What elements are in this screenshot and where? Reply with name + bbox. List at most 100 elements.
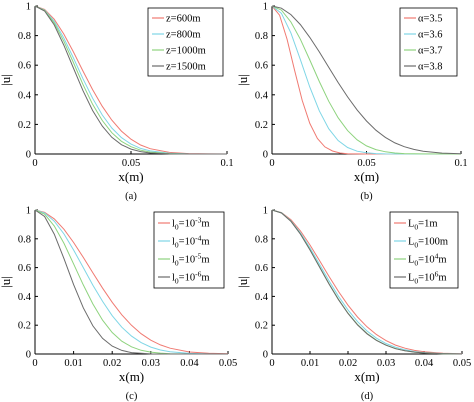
y-tick-label: 0 xyxy=(263,350,268,361)
y-tick-label: 1 xyxy=(26,206,31,217)
legend-label-part: l xyxy=(172,237,175,248)
y-tick-label: 0.2 xyxy=(255,120,268,131)
legend-label-part: -5 xyxy=(195,252,201,261)
panel-label: (b) xyxy=(360,191,373,202)
legend-label: l0=10-4m xyxy=(172,234,210,250)
legend-label: z=800m xyxy=(166,30,201,41)
y-tick-label: 0.2 xyxy=(18,120,31,131)
legend-label-part: -3 xyxy=(195,216,201,225)
legend-label-part: -4 xyxy=(195,234,201,243)
legend-box xyxy=(399,7,458,77)
y-axis-label: |u| xyxy=(0,74,13,86)
legend-label: l0=10-5m xyxy=(172,252,210,268)
legend-label-part: m xyxy=(201,237,209,248)
legend-label-part: l xyxy=(172,219,175,230)
legend-label-part: 0 xyxy=(414,241,418,250)
x-tick-label: 0.05 xyxy=(122,158,140,169)
legend-label-part: =1m xyxy=(418,219,437,230)
legend-label-part: L xyxy=(408,237,414,248)
x-tick-label: 0.05 xyxy=(219,358,237,369)
legend-label: L0=104m xyxy=(408,252,447,268)
series-line-1 xyxy=(34,5,228,155)
legend-box xyxy=(389,211,459,289)
y-tick-label: 0.6 xyxy=(18,263,31,274)
panel-label: (a) xyxy=(125,191,137,202)
series-line-4 xyxy=(271,209,463,355)
series-line-4 xyxy=(34,209,228,355)
legend-label: α=3.7 xyxy=(418,46,443,57)
y-axis-label: |u| xyxy=(0,276,13,288)
y-tick-label: 0.8 xyxy=(255,234,268,245)
y-tick-label: 0 xyxy=(263,150,268,161)
legend-label-part: l xyxy=(172,255,175,266)
y-tick-label: 0.8 xyxy=(255,31,268,42)
legend-label-part: L xyxy=(408,219,414,230)
legend-label-part: 0 xyxy=(175,259,179,268)
legend-box xyxy=(153,211,225,289)
x-tick-label: 0.04 xyxy=(415,358,434,369)
y-tick-label: 0 xyxy=(26,350,31,361)
series-line-4 xyxy=(271,5,462,155)
legend-label-part: m xyxy=(201,255,209,266)
legend-label-part: 0 xyxy=(175,277,179,286)
legend-label-part: 0 xyxy=(175,223,179,232)
y-tick-label: 1 xyxy=(263,206,268,217)
legend-label-part: m xyxy=(201,219,209,230)
legend-label-part: L xyxy=(408,255,414,266)
legend-label-part: =100m xyxy=(418,237,448,248)
legend-label: z=1500m xyxy=(166,62,206,73)
y-tick-label: 0.8 xyxy=(18,234,31,245)
x-tick-label: 0 xyxy=(32,158,37,169)
series-line-2 xyxy=(271,5,461,155)
chart-panel-3: 0 0.2 0.4 0.6 0.8 1 0 0.01 0.02 0.03 0.04 0.05 x(m) |… xyxy=(0,206,237,402)
legend-label-part: m xyxy=(438,255,446,266)
legend-label-part: -6 xyxy=(195,270,201,279)
y-tick-label: 0.6 xyxy=(255,61,268,72)
x-axis-label: x(m) xyxy=(354,169,379,184)
legend-label-part: =10 xyxy=(179,219,195,230)
legend-label: z=600m xyxy=(166,14,201,25)
y-axis-label: |u| xyxy=(235,276,250,288)
x-tick-label: 0.03 xyxy=(377,358,395,369)
legend-box xyxy=(147,7,224,77)
legend-label: l0=10-3m xyxy=(172,216,210,232)
chart-panel-1: 00.20.40.60.810 0.05 0.1x(m)|u|(a)z=600mz=… xyxy=(0,2,234,203)
panel-label: (c) xyxy=(126,391,138,402)
x-tick-label: 0.1 xyxy=(220,158,233,169)
y-tick-label: 0.4 xyxy=(18,292,32,303)
legend: α=3.5 α=3.6 α=3.7 α=3.8 xyxy=(399,7,458,77)
y-tick-label: 0.6 xyxy=(255,263,268,274)
x-tick-label: 0.02 xyxy=(103,358,121,369)
y-tick-label: 0 xyxy=(26,150,31,161)
x-tick-label: 0.05 xyxy=(453,358,471,369)
legend-label-part: L xyxy=(408,273,414,284)
legend: z=600m z=800m z=1000m z=1500m xyxy=(147,7,224,77)
legend-label: L0=1m xyxy=(408,219,438,232)
y-tick-label: 1 xyxy=(263,2,268,13)
legend-label: l0=10-6m xyxy=(172,270,210,286)
legend-label: α=3.6 xyxy=(418,30,443,41)
legend-label-part: =10 xyxy=(179,273,195,284)
y-tick-label: 0.8 xyxy=(18,31,31,42)
legend-label-part: l xyxy=(172,273,175,284)
y-axis-label: |u| xyxy=(235,74,250,86)
series-line-1 xyxy=(34,209,229,355)
legend-label-part: =10 xyxy=(179,237,195,248)
legend-label-part: =10 xyxy=(418,255,434,266)
legend-label-part: 6 xyxy=(435,270,439,279)
legend-label-part: =10 xyxy=(179,255,195,266)
x-axis-label: x(m) xyxy=(119,369,144,384)
legend-label-part: 4 xyxy=(435,252,439,261)
x-tick-label: 0 xyxy=(269,158,274,169)
panel-label: (d) xyxy=(361,391,374,402)
series-line-1 xyxy=(271,209,463,355)
chart-panel-4: 0 0.2 0.4 0.6 0.8 1 0 0.01 0.02 0.03 0.04 0.05 x(m) |… xyxy=(235,206,471,402)
x-tick-label: 0.02 xyxy=(339,358,357,369)
y-tick-label: 0.2 xyxy=(18,321,31,332)
x-tick-label: 0.01 xyxy=(301,358,319,369)
legend-label: L0=100m xyxy=(408,237,448,250)
y-tick-label: 0.4 xyxy=(255,292,269,303)
x-tick-label: 0.05 xyxy=(357,158,375,169)
y-tick-label: 0.6 xyxy=(18,61,31,72)
